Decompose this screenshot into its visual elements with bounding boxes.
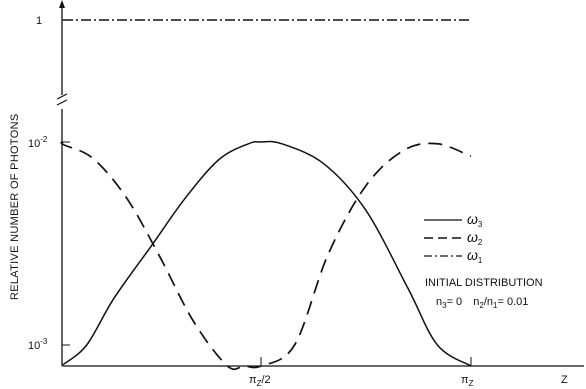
axis-break-mark-1 (56, 93, 68, 100)
series-w3-line (62, 140, 472, 367)
x-tick-label-pi-half: πZ/2 (249, 374, 271, 388)
initial-distribution-values: n3= 0 n2/n1= 0.01 (436, 296, 528, 310)
x-axis-label: Z (561, 374, 568, 386)
y-tick-label-1e-3: 10-3 (28, 337, 48, 352)
y-tick-label-1e-2: 10-2 (28, 135, 48, 150)
legend: ω3 ω2 ω1 (424, 211, 483, 265)
y-axis-label: RELATIVE NUMBER OF PHOTONS (9, 114, 21, 300)
axis-break-mark-2 (56, 99, 68, 106)
series-layer (60, 19, 472, 371)
initial-distribution-title: INITIAL DISTRIBUTION (425, 277, 543, 289)
legend-label-w1: ω1 (467, 247, 483, 265)
series-w2-line (60, 141, 472, 371)
legend-label-w2: ω2 (467, 229, 483, 247)
y-axis-arrow (59, 0, 65, 8)
y-tick-label-1: 1 (36, 15, 42, 27)
x-tick-label-pi: πZ (461, 374, 474, 388)
legend-label-w3: ω3 (467, 211, 483, 229)
